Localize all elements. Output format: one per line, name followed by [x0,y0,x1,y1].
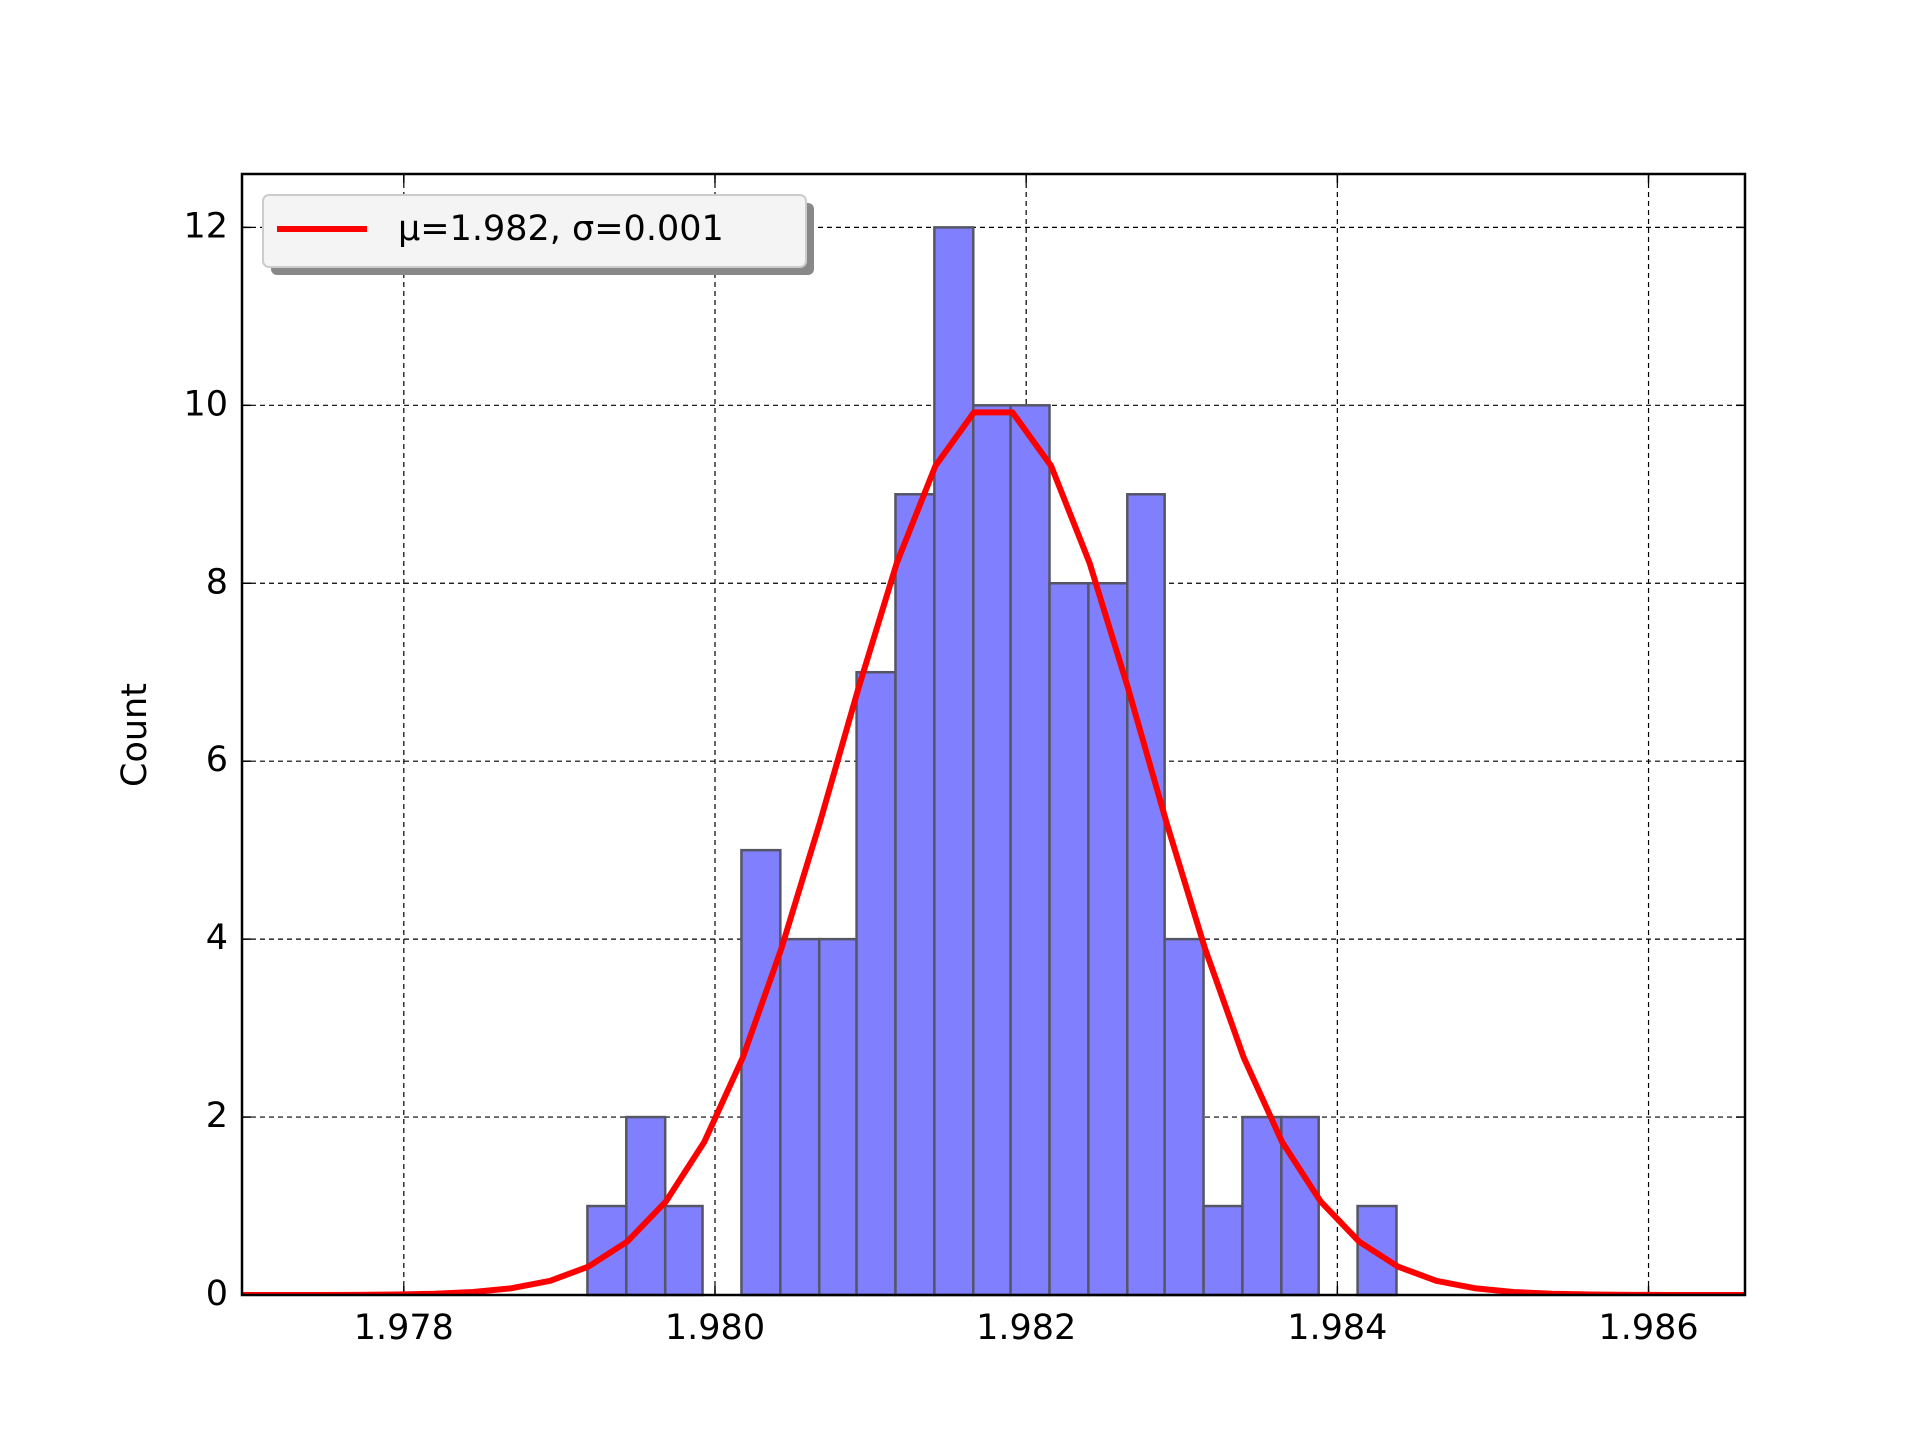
y-tick-label: 0 [206,1274,228,1314]
x-tick-label: 1.982 [976,1308,1076,1348]
y-tick-label: 8 [206,562,228,602]
bar [1202,1204,1244,1297]
bar [972,404,1012,1297]
bar [1163,937,1205,1297]
y-tick-label: 2 [206,1096,228,1136]
fit-line [242,409,1745,1295]
y-tick-label: 4 [206,918,228,958]
x-tick-label: 1.980 [665,1308,765,1348]
bar [894,493,936,1297]
bar [586,1204,628,1297]
bar [779,937,821,1297]
bar [1280,1115,1320,1297]
bar [1241,1115,1283,1297]
x-tick-label: 1.978 [354,1308,454,1348]
bar [1126,493,1166,1297]
y-axis-label: Count [115,683,155,787]
bar [663,1204,704,1297]
y-tick-label: 6 [206,740,228,780]
bar [817,937,858,1297]
legend-box [262,194,807,268]
y-tick-label: 12 [183,206,228,246]
y-tick-label: 10 [183,384,228,424]
bar [1048,582,1090,1297]
x-tick-label: 1.986 [1598,1308,1698,1348]
legend-label: μ=1.982, σ=0.001 [398,209,724,249]
bar [855,670,897,1297]
bar [1087,582,1129,1297]
bar [1009,404,1051,1297]
x-tick-label: 1.984 [1287,1308,1387,1348]
plot-frame [240,172,1747,1297]
bar [740,848,782,1297]
bar [933,226,975,1297]
